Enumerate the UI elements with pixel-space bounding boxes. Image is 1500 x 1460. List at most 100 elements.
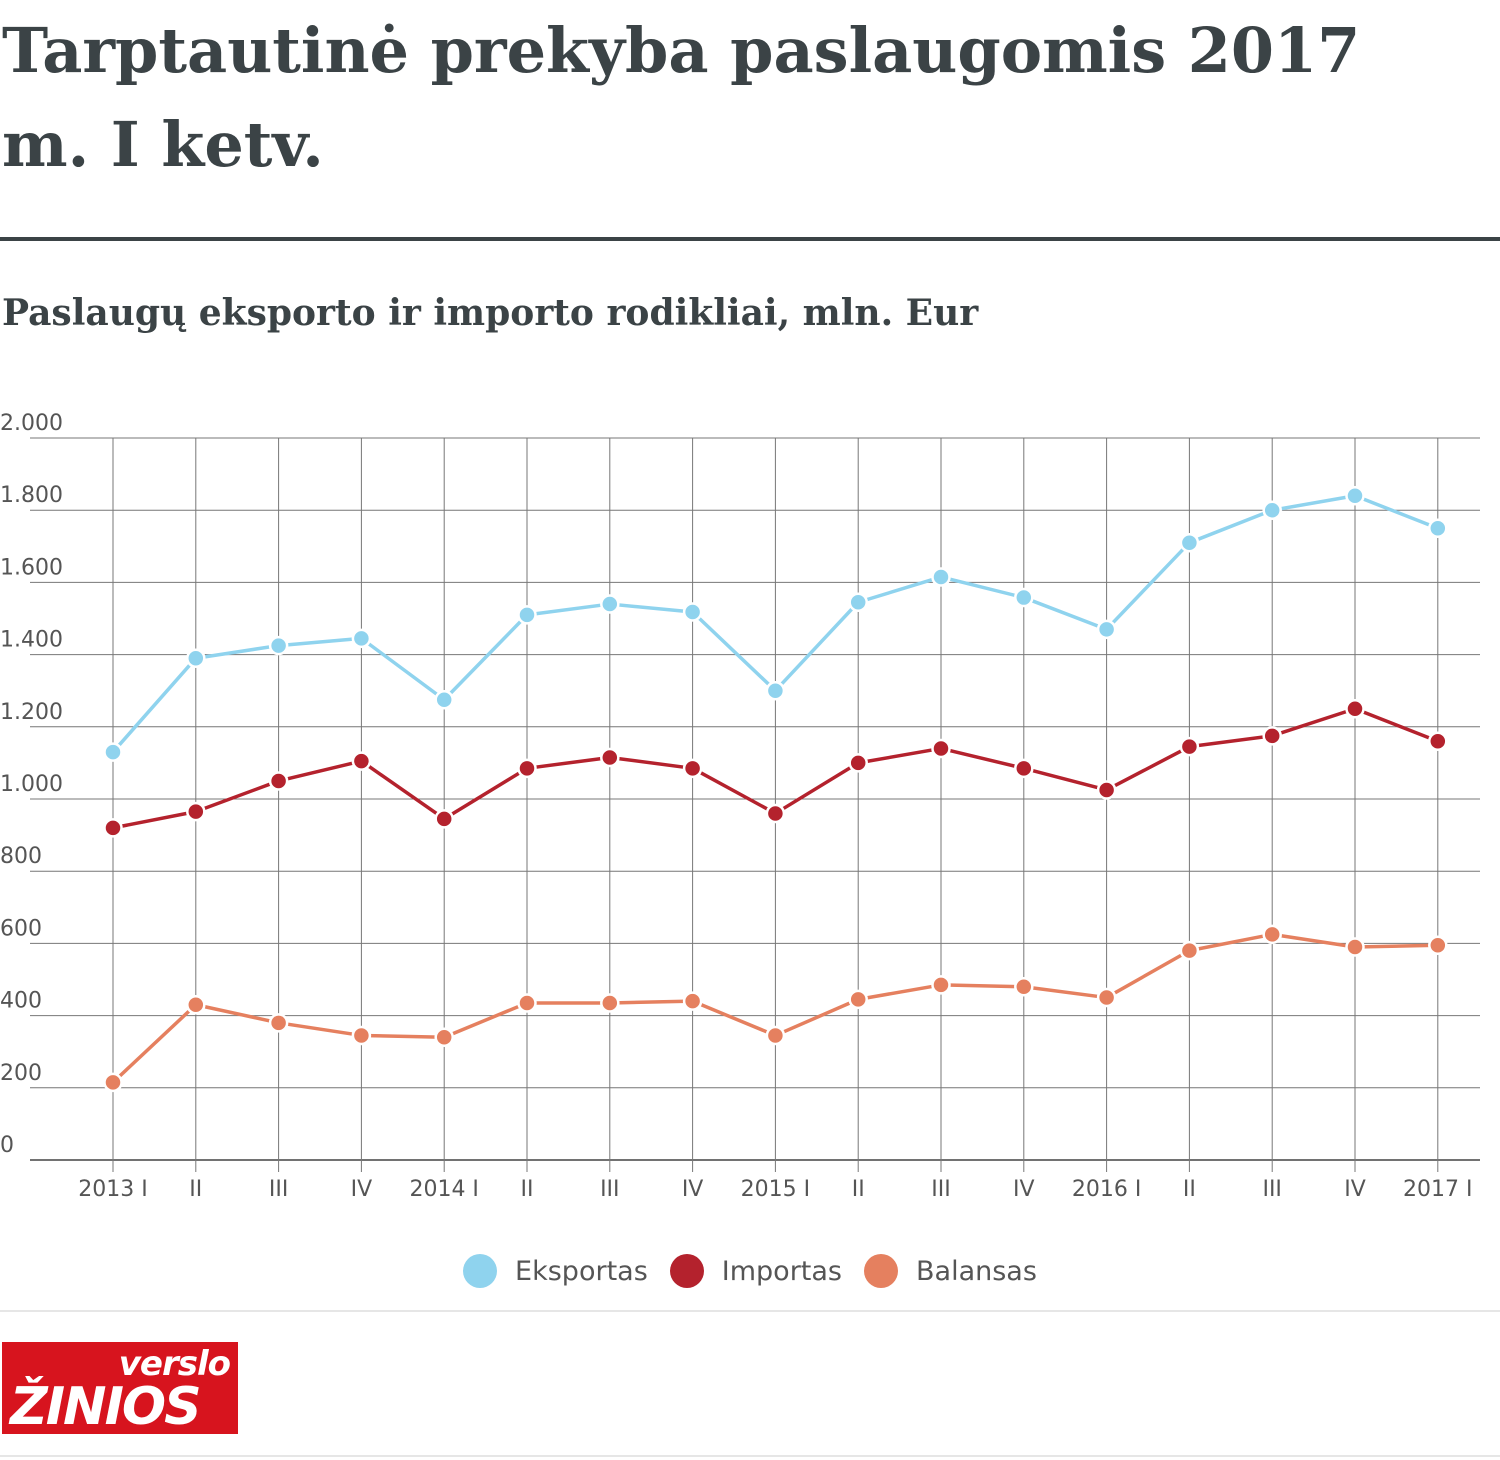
legend-swatch-importas <box>669 1254 704 1288</box>
y-tick-label: 400 <box>0 989 42 1014</box>
data-point-eksportas <box>848 592 868 613</box>
data-point-balansas <box>1262 924 1282 945</box>
data-point-eksportas <box>517 605 537 625</box>
data-point-importas <box>682 758 703 779</box>
footer-divider-bottom <box>0 1455 1500 1457</box>
data-point-importas <box>1262 726 1282 746</box>
chart-grid <box>30 437 1480 1172</box>
data-point-importas <box>186 801 206 822</box>
data-point-eksportas <box>268 635 289 656</box>
data-point-eksportas <box>765 680 786 701</box>
legend-swatch-balansas <box>864 1254 899 1288</box>
x-tick-label: 2017 I <box>1403 1177 1472 1202</box>
data-point-eksportas <box>1096 619 1117 640</box>
data-point-balansas <box>931 975 951 995</box>
x-tick-label: II <box>189 1177 202 1202</box>
x-tick-label: 2014 I <box>409 1177 478 1202</box>
data-point-balansas <box>765 1025 786 1046</box>
x-tick-label: 2013 I <box>78 1177 147 1202</box>
verslo-zinios-logo[interactable]: verslo ŽINIOS <box>2 1342 238 1434</box>
y-tick-label: 1.400 <box>0 628 63 653</box>
legend-item-importas[interactable]: Importas <box>669 1254 843 1288</box>
data-point-importas <box>268 771 289 791</box>
data-point-importas <box>434 809 454 829</box>
y-tick-label: 2.000 <box>0 411 63 436</box>
x-tick-label: IV <box>1344 1177 1366 1202</box>
x-tick-label: IV <box>351 1177 373 1202</box>
logo-text-bottom: ŽINIOS <box>10 1377 202 1434</box>
data-point-importas <box>931 738 951 759</box>
data-point-balansas <box>848 989 868 1010</box>
x-tick-label: III <box>600 1177 619 1202</box>
x-tick-label: II <box>1183 1177 1196 1202</box>
title-divider <box>0 237 1500 241</box>
y-tick-label: 800 <box>0 844 42 869</box>
y-tick-label: 1.800 <box>0 483 63 508</box>
data-point-balansas <box>103 1072 123 1093</box>
y-tick-label: 600 <box>0 916 42 941</box>
x-tick-label: III <box>931 1177 950 1202</box>
data-point-eksportas <box>1262 500 1282 520</box>
data-point-importas <box>1014 758 1034 779</box>
data-point-importas <box>1345 699 1365 719</box>
data-point-importas <box>351 751 372 771</box>
y-tick-label: 0 <box>0 1133 14 1158</box>
x-tick-label: IV <box>1013 1177 1035 1202</box>
data-point-balansas <box>682 991 703 1011</box>
data-point-balansas <box>434 1027 454 1048</box>
data-point-eksportas <box>931 567 951 587</box>
data-point-eksportas <box>1428 518 1448 538</box>
x-axis-ticks: 2013 I II III IV 2014 I II III IV 2015 I II III IV 2… <box>78 1177 1472 1202</box>
data-point-importas <box>1096 780 1117 800</box>
data-point-importas <box>848 753 868 773</box>
legend-swatch-eksportas <box>463 1254 498 1288</box>
data-point-balansas <box>1428 935 1448 955</box>
chart-subtitle: Paslaugų eksporto ir importo rodikliai, … <box>2 292 979 334</box>
data-point-eksportas <box>103 742 123 762</box>
data-point-balansas <box>1014 976 1034 997</box>
data-point-balansas <box>517 993 537 1013</box>
data-point-eksportas <box>434 689 454 710</box>
y-axis-ticks: 0 200 400 600 800 1.000 1.200 1.400 1.600 1.800 2.… <box>0 411 63 1158</box>
y-tick-label: 1.000 <box>0 772 63 797</box>
chart-series <box>103 486 1448 1093</box>
x-tick-label: II <box>852 1177 865 1202</box>
x-tick-label: IV <box>682 1177 704 1202</box>
y-tick-label: 200 <box>0 1061 42 1086</box>
data-point-balansas <box>600 993 620 1013</box>
x-tick-label: III <box>269 1177 288 1202</box>
data-point-eksportas <box>600 594 620 614</box>
data-point-importas <box>517 758 537 779</box>
x-tick-label: 2015 I <box>741 1177 810 1202</box>
x-tick-label: 2016 I <box>1072 1177 1141 1202</box>
data-point-importas <box>600 747 620 768</box>
line-chart: 0 200 400 600 800 1.000 1.200 1.400 1.600 1.800 2.… <box>0 411 1480 1202</box>
data-point-balansas <box>351 1025 372 1046</box>
page-title: Tarptautinė prekyba paslaugomis 2017 m. … <box>2 14 1361 181</box>
data-point-eksportas <box>351 628 372 649</box>
data-point-eksportas <box>1179 532 1200 553</box>
y-tick-label: 1.200 <box>0 700 63 725</box>
chart-legend: Eksportas Importas Balansas <box>0 1248 1500 1294</box>
data-point-balansas <box>186 995 206 1015</box>
x-tick-label: II <box>521 1177 534 1202</box>
footer-divider <box>0 1310 1500 1312</box>
legend-item-balansas[interactable]: Balansas <box>864 1254 1037 1288</box>
data-point-importas <box>1428 731 1448 751</box>
data-point-balansas <box>1096 987 1117 1008</box>
x-tick-label: III <box>1262 1177 1281 1202</box>
data-point-balansas <box>1179 940 1200 961</box>
data-point-eksportas <box>682 602 703 622</box>
logo-text-top: verslo <box>118 1344 231 1384</box>
data-point-balansas <box>1345 937 1365 957</box>
data-point-importas <box>1179 736 1200 757</box>
data-point-eksportas <box>1345 486 1365 506</box>
legend-label-importas: Importas <box>721 1255 843 1287</box>
legend-item-eksportas[interactable]: Eksportas <box>463 1254 648 1288</box>
legend-label-eksportas: Eksportas <box>515 1255 648 1287</box>
data-point-eksportas <box>186 648 206 668</box>
data-point-balansas <box>268 1013 289 1033</box>
data-point-importas <box>765 803 786 824</box>
legend-label-balansas: Balansas <box>916 1255 1037 1287</box>
data-point-importas <box>103 818 123 838</box>
